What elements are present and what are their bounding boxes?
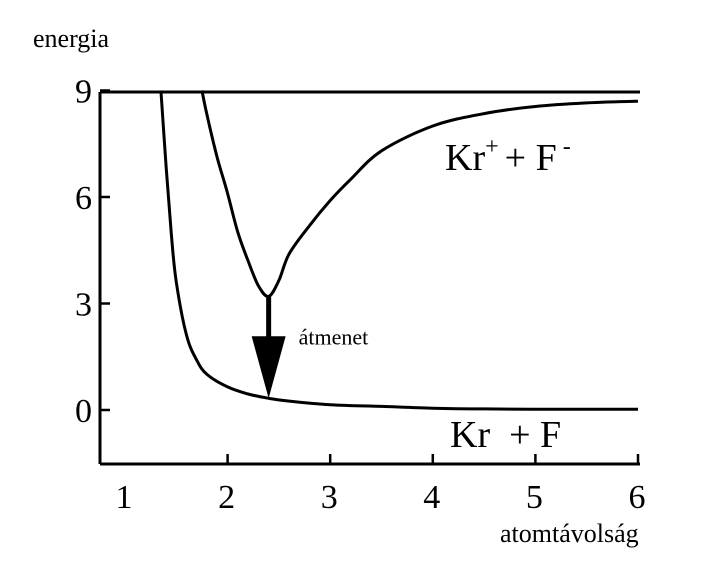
x-tick-label: 5 bbox=[526, 479, 543, 516]
lower-curve-label: Kr + F bbox=[450, 414, 561, 456]
tick-group: 1 2 3 4 5 6 0 3 6 9 bbox=[75, 74, 646, 517]
transition-label: átmenet bbox=[299, 324, 369, 349]
x-tick-label: 3 bbox=[321, 479, 338, 516]
upper-label-kr: Kr bbox=[445, 137, 485, 179]
transition-arrow-head bbox=[251, 336, 286, 399]
x-tick-label: 2 bbox=[218, 479, 235, 516]
upper-curve-label: Kr+ + F- bbox=[445, 134, 571, 179]
y-tick-label: 9 bbox=[75, 74, 92, 111]
x-tick-label: 6 bbox=[629, 479, 646, 516]
x-tick-label: 4 bbox=[423, 479, 440, 516]
upper-label-mid: + F bbox=[505, 137, 557, 179]
x-axis-title: atomtávolság bbox=[500, 519, 639, 548]
upper-label-plus-sup: + bbox=[485, 134, 499, 160]
series-group bbox=[159, 90, 639, 411]
x-tick-label: 1 bbox=[116, 479, 133, 516]
ground-state-curve bbox=[159, 90, 638, 411]
ionic-state-curve bbox=[200, 90, 639, 298]
y-tick-label: 6 bbox=[75, 180, 92, 217]
y-axis-title: energia bbox=[33, 24, 109, 53]
upper-label-minus-sup: - bbox=[563, 134, 571, 160]
y-tick-label: 3 bbox=[75, 287, 92, 324]
annotation-group: átmenet bbox=[251, 296, 369, 399]
y-tick-label: 0 bbox=[75, 393, 92, 430]
